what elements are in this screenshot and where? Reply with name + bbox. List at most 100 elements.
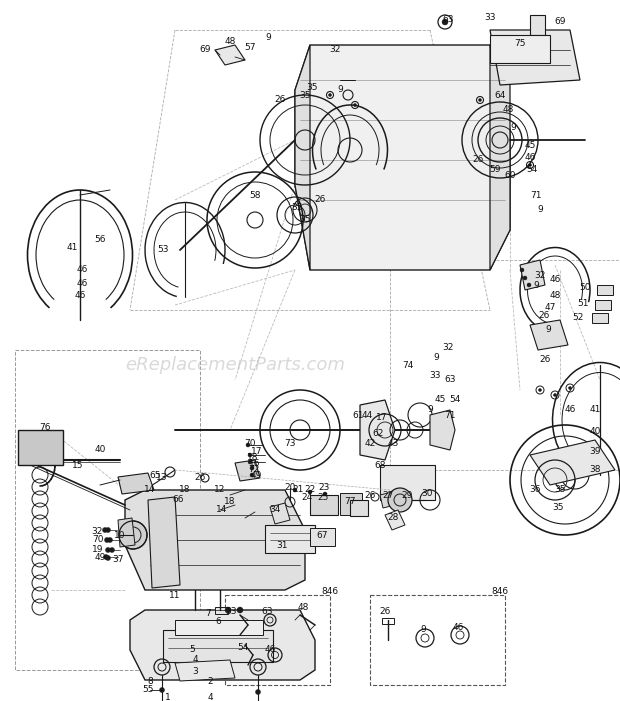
Text: 43: 43 xyxy=(388,439,399,447)
Bar xyxy=(175,620,263,635)
Circle shape xyxy=(353,104,356,107)
Text: 49: 49 xyxy=(94,554,105,562)
Text: 42: 42 xyxy=(365,439,376,447)
Polygon shape xyxy=(270,503,290,524)
Text: 2: 2 xyxy=(207,677,213,686)
Circle shape xyxy=(539,388,541,391)
Text: 18: 18 xyxy=(224,498,236,507)
Text: 57: 57 xyxy=(244,43,255,51)
Text: 56: 56 xyxy=(94,236,106,245)
Text: 46: 46 xyxy=(264,646,276,655)
Text: 48: 48 xyxy=(502,105,514,114)
Bar xyxy=(15,350,200,670)
Text: 9: 9 xyxy=(510,123,516,132)
Text: 23: 23 xyxy=(318,484,330,493)
Bar xyxy=(340,493,362,515)
Text: 9: 9 xyxy=(337,85,343,93)
Text: 846: 846 xyxy=(321,587,339,597)
Text: 69: 69 xyxy=(554,18,565,27)
Polygon shape xyxy=(295,45,310,270)
Circle shape xyxy=(248,460,252,464)
Text: 46: 46 xyxy=(564,405,576,414)
Polygon shape xyxy=(592,313,608,323)
Text: 40: 40 xyxy=(94,446,105,454)
Text: 54: 54 xyxy=(450,395,461,404)
Text: 55: 55 xyxy=(142,686,154,695)
Text: 46: 46 xyxy=(74,290,86,299)
Text: 18: 18 xyxy=(247,454,259,463)
Text: 3: 3 xyxy=(192,667,198,676)
Text: 39: 39 xyxy=(589,447,601,456)
Text: 77: 77 xyxy=(344,498,356,507)
Circle shape xyxy=(442,19,448,25)
Text: 846: 846 xyxy=(492,587,508,597)
Text: 20: 20 xyxy=(285,484,296,493)
Circle shape xyxy=(293,488,297,492)
Text: 31: 31 xyxy=(277,540,288,550)
Polygon shape xyxy=(595,300,611,310)
Polygon shape xyxy=(148,497,180,588)
Text: 76: 76 xyxy=(39,423,51,432)
Circle shape xyxy=(520,268,524,272)
Bar xyxy=(163,630,273,662)
Bar xyxy=(18,430,63,465)
Text: 36: 36 xyxy=(529,486,541,494)
Text: 41: 41 xyxy=(590,405,601,414)
Circle shape xyxy=(105,547,110,552)
Text: 32: 32 xyxy=(329,46,340,55)
Text: 74: 74 xyxy=(402,360,414,369)
Text: 5: 5 xyxy=(189,646,195,655)
Text: 47: 47 xyxy=(544,304,556,313)
Polygon shape xyxy=(490,45,510,270)
Circle shape xyxy=(523,276,527,280)
Polygon shape xyxy=(295,45,510,270)
Text: 35: 35 xyxy=(291,203,303,212)
Polygon shape xyxy=(118,473,154,494)
Circle shape xyxy=(329,93,332,97)
Polygon shape xyxy=(360,400,395,460)
Text: 9: 9 xyxy=(537,205,543,215)
Circle shape xyxy=(479,99,482,102)
Circle shape xyxy=(110,547,115,552)
Bar xyxy=(490,35,550,63)
Text: 9: 9 xyxy=(420,625,426,634)
Text: 73: 73 xyxy=(284,439,296,447)
Text: 32: 32 xyxy=(91,526,103,536)
Circle shape xyxy=(248,453,252,457)
Polygon shape xyxy=(530,320,568,350)
Text: 10: 10 xyxy=(114,531,126,540)
Polygon shape xyxy=(380,492,395,508)
Text: 60: 60 xyxy=(504,170,516,179)
Text: 9: 9 xyxy=(427,405,433,414)
Text: 9: 9 xyxy=(265,34,271,43)
Text: 71: 71 xyxy=(445,411,456,419)
Text: 35: 35 xyxy=(552,503,564,512)
Text: 35: 35 xyxy=(554,486,565,494)
Text: 53: 53 xyxy=(157,245,169,254)
Polygon shape xyxy=(385,510,405,530)
Text: 33: 33 xyxy=(225,608,237,616)
Text: 26: 26 xyxy=(379,608,391,616)
Text: 8: 8 xyxy=(147,677,153,686)
Text: 30: 30 xyxy=(421,489,433,498)
Circle shape xyxy=(105,527,110,533)
Bar xyxy=(310,528,335,546)
Text: 11: 11 xyxy=(169,590,181,599)
Text: 51: 51 xyxy=(577,299,589,308)
Text: 22: 22 xyxy=(304,484,316,494)
Text: 9: 9 xyxy=(533,280,539,290)
Text: 48: 48 xyxy=(224,37,236,46)
Polygon shape xyxy=(597,285,613,295)
Text: 32: 32 xyxy=(442,343,454,353)
Text: 26: 26 xyxy=(365,491,376,501)
Bar xyxy=(380,465,435,500)
Text: 66: 66 xyxy=(172,496,184,505)
Bar xyxy=(350,500,368,516)
Text: 40: 40 xyxy=(590,428,601,437)
Bar xyxy=(225,595,330,685)
Text: 46: 46 xyxy=(76,278,87,287)
Text: 64: 64 xyxy=(494,90,506,100)
Circle shape xyxy=(527,283,531,287)
Text: 58: 58 xyxy=(249,191,261,200)
Text: 68: 68 xyxy=(374,461,386,470)
